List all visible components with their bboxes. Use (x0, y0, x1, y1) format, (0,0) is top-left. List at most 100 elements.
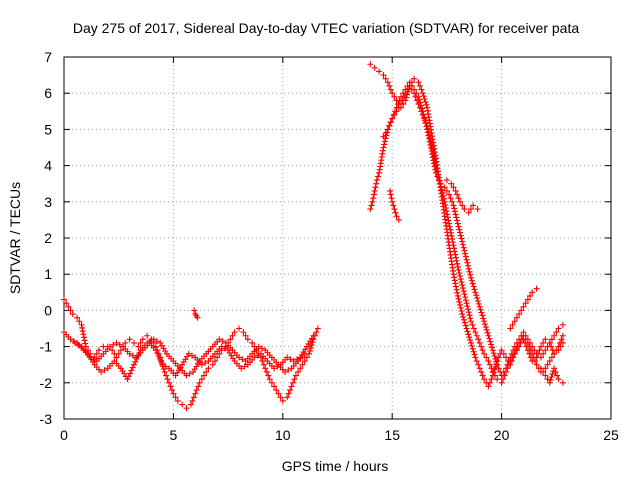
data-point (446, 191, 453, 198)
data-point (454, 220, 461, 227)
data-point (478, 309, 485, 316)
data-point (172, 394, 179, 401)
data-point (473, 358, 480, 365)
data-point (453, 257, 460, 264)
data-point (427, 141, 434, 148)
data-point (136, 350, 143, 357)
data-point (238, 365, 245, 372)
data-point (301, 350, 308, 357)
data-point (452, 283, 459, 290)
data-point (467, 274, 474, 281)
data-point (457, 301, 464, 308)
data-point (472, 329, 479, 336)
data-point (461, 291, 468, 298)
data-point (465, 262, 472, 269)
data-point (190, 394, 197, 401)
data-point (254, 352, 261, 359)
y-tick-label: -1 (40, 339, 53, 355)
data-point (117, 347, 124, 354)
data-point (485, 332, 492, 339)
data-point (419, 90, 426, 97)
data-point (466, 268, 473, 275)
data-point (492, 355, 499, 362)
data-point (381, 141, 388, 148)
data-point (443, 177, 450, 184)
data-point (371, 187, 378, 194)
data-point (449, 239, 456, 246)
data-point (154, 350, 161, 357)
data-point (440, 195, 447, 202)
data-point (75, 341, 82, 348)
data-point (367, 206, 374, 213)
data-point (411, 86, 418, 93)
data-point (183, 405, 190, 412)
data-point (530, 354, 537, 361)
data-point (546, 339, 553, 346)
data-point (382, 130, 389, 137)
data-point (458, 308, 465, 315)
data-point (537, 354, 544, 361)
data-point (428, 148, 435, 155)
data-point (559, 321, 566, 328)
data-point (492, 372, 499, 379)
data-point (480, 315, 487, 322)
data-point (489, 368, 496, 375)
data-point (469, 280, 476, 287)
data-point (450, 184, 457, 191)
data-point (443, 208, 450, 215)
data-point (544, 343, 551, 350)
data-point (268, 379, 275, 386)
data-point (147, 338, 154, 345)
data-point (467, 337, 474, 344)
data-point (152, 347, 159, 354)
data-point (78, 321, 85, 328)
data-point (415, 93, 422, 100)
data-point (470, 202, 477, 209)
data-point (473, 332, 480, 339)
data-point (61, 296, 67, 303)
data-point (527, 339, 534, 346)
data-point (478, 343, 485, 350)
data-point (495, 354, 502, 361)
data-point (69, 311, 76, 318)
data-point (455, 195, 462, 202)
data-point (491, 353, 498, 360)
data-point (486, 361, 493, 368)
y-tick-label: 4 (44, 158, 52, 174)
data-point (98, 368, 105, 375)
data-point (389, 90, 396, 97)
data-point (74, 314, 81, 321)
data-point (510, 347, 517, 354)
data-point (183, 372, 190, 379)
data-point (416, 96, 423, 103)
data-point (249, 339, 256, 346)
data-point (307, 345, 314, 352)
data-point (209, 361, 216, 368)
data-point (137, 339, 144, 346)
data-point (442, 201, 449, 208)
data-point (459, 202, 466, 209)
data-point (202, 359, 209, 366)
data-point (454, 191, 461, 198)
data-point (287, 387, 294, 394)
data-point (448, 232, 455, 239)
data-point (82, 340, 89, 347)
data-point (133, 355, 140, 362)
data-point (513, 314, 520, 321)
data-point (471, 351, 478, 358)
data-point (485, 358, 492, 365)
data-point (475, 336, 482, 343)
data-point (511, 318, 518, 325)
data-point (462, 253, 469, 260)
data-point (500, 350, 507, 357)
data-point (132, 358, 139, 365)
data-point (279, 397, 286, 404)
data-point (520, 329, 527, 336)
data-point (255, 343, 262, 350)
data-point (533, 350, 540, 357)
data-point (191, 307, 198, 314)
data-point (464, 259, 471, 266)
data-point (498, 347, 505, 354)
data-point (221, 345, 228, 352)
data-point (456, 269, 463, 276)
